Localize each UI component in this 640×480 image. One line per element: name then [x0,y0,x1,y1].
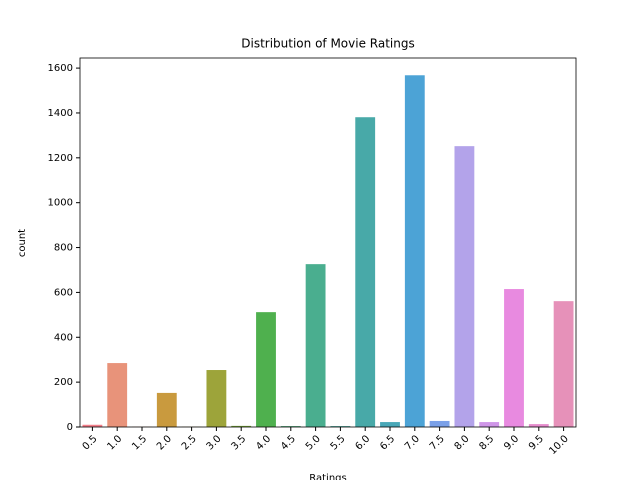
x-tick-label: 1.5 [130,433,149,452]
x-tick-label: 8.0 [453,433,472,452]
bar [156,392,177,427]
x-tick-label: 0.5 [81,433,100,452]
bar [256,312,276,427]
chart-title: Distribution of Movie Ratings [241,37,414,51]
bar [355,117,376,427]
x-tick-label: 3.0 [205,433,224,452]
bar [305,264,326,427]
bar [280,426,301,427]
x-tick-label: 3.5 [229,433,248,452]
plot-frame [79,57,577,428]
x-tick-label: 7.0 [403,433,422,452]
x-tick-label: 4.0 [254,433,273,452]
x-tick-label: 10.0 [547,433,571,457]
x-tick-label: 4.5 [279,433,298,452]
x-tick-label: 5.5 [329,433,348,452]
bar [553,301,574,427]
x-tick-label: 2.0 [155,433,174,452]
x-axis-label: Ratings [309,473,346,480]
y-tick-label: 600 [54,287,73,298]
x-tick-label: 9.5 [527,433,546,452]
y-tick-label: 400 [54,332,73,343]
y-tick-label: 1400 [48,108,73,119]
y-tick-label: 200 [54,377,73,388]
bar [429,420,450,427]
x-tick-label: 1.0 [105,433,124,452]
x-tick-label: 8.5 [477,433,496,452]
x-tick-label: 7.5 [428,433,447,452]
bar [479,422,500,427]
bar [454,146,475,427]
y-tick-label: 1000 [48,198,73,209]
bar [504,289,524,427]
bar [107,363,128,427]
bar [206,370,227,427]
bar [528,424,549,427]
y-tick-label: 1200 [48,153,73,164]
y-tick-label: 800 [54,243,73,254]
y-axis-label: count [17,229,28,257]
bar [380,422,400,427]
x-tick-label: 6.0 [353,433,372,452]
bar [330,426,351,427]
x-tick-label: 9.0 [502,433,521,452]
bar [82,424,103,427]
x-tick-label: 5.0 [304,433,323,452]
x-tick-label: 2.5 [180,433,199,452]
x-tick-label: 6.5 [378,433,397,452]
bar [231,425,252,427]
y-tick-label: 0 [67,422,73,433]
bar [404,75,425,427]
y-tick-label: 1600 [48,63,73,74]
